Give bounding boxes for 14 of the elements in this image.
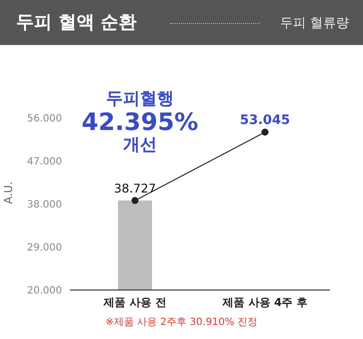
- y-tick-label: 47.000: [27, 156, 62, 168]
- annotation: 두피혈행 42.395% 개선: [80, 88, 200, 157]
- x-tick-label: 제품 사용 4주 후: [221, 296, 308, 309]
- y-tick-label: 29.000: [27, 242, 62, 254]
- chart-subtitle: 두피 혈류량: [280, 15, 349, 32]
- x-tick-label: 제품 사용 전: [102, 296, 166, 309]
- data-label: 53.045: [240, 113, 290, 128]
- y-tick-label: 38.000: [27, 200, 62, 211]
- chart-title: 두피 혈액 순환: [16, 11, 137, 34]
- text: ※제품 사용 2주후 30.910% 진정: [104, 316, 258, 329]
- y-tick-label: 20.000: [27, 286, 62, 297]
- y-axis-title: A.U.: [2, 182, 15, 204]
- data-label: 38.727: [114, 182, 156, 196]
- y-tick-label: 56.000: [27, 114, 62, 125]
